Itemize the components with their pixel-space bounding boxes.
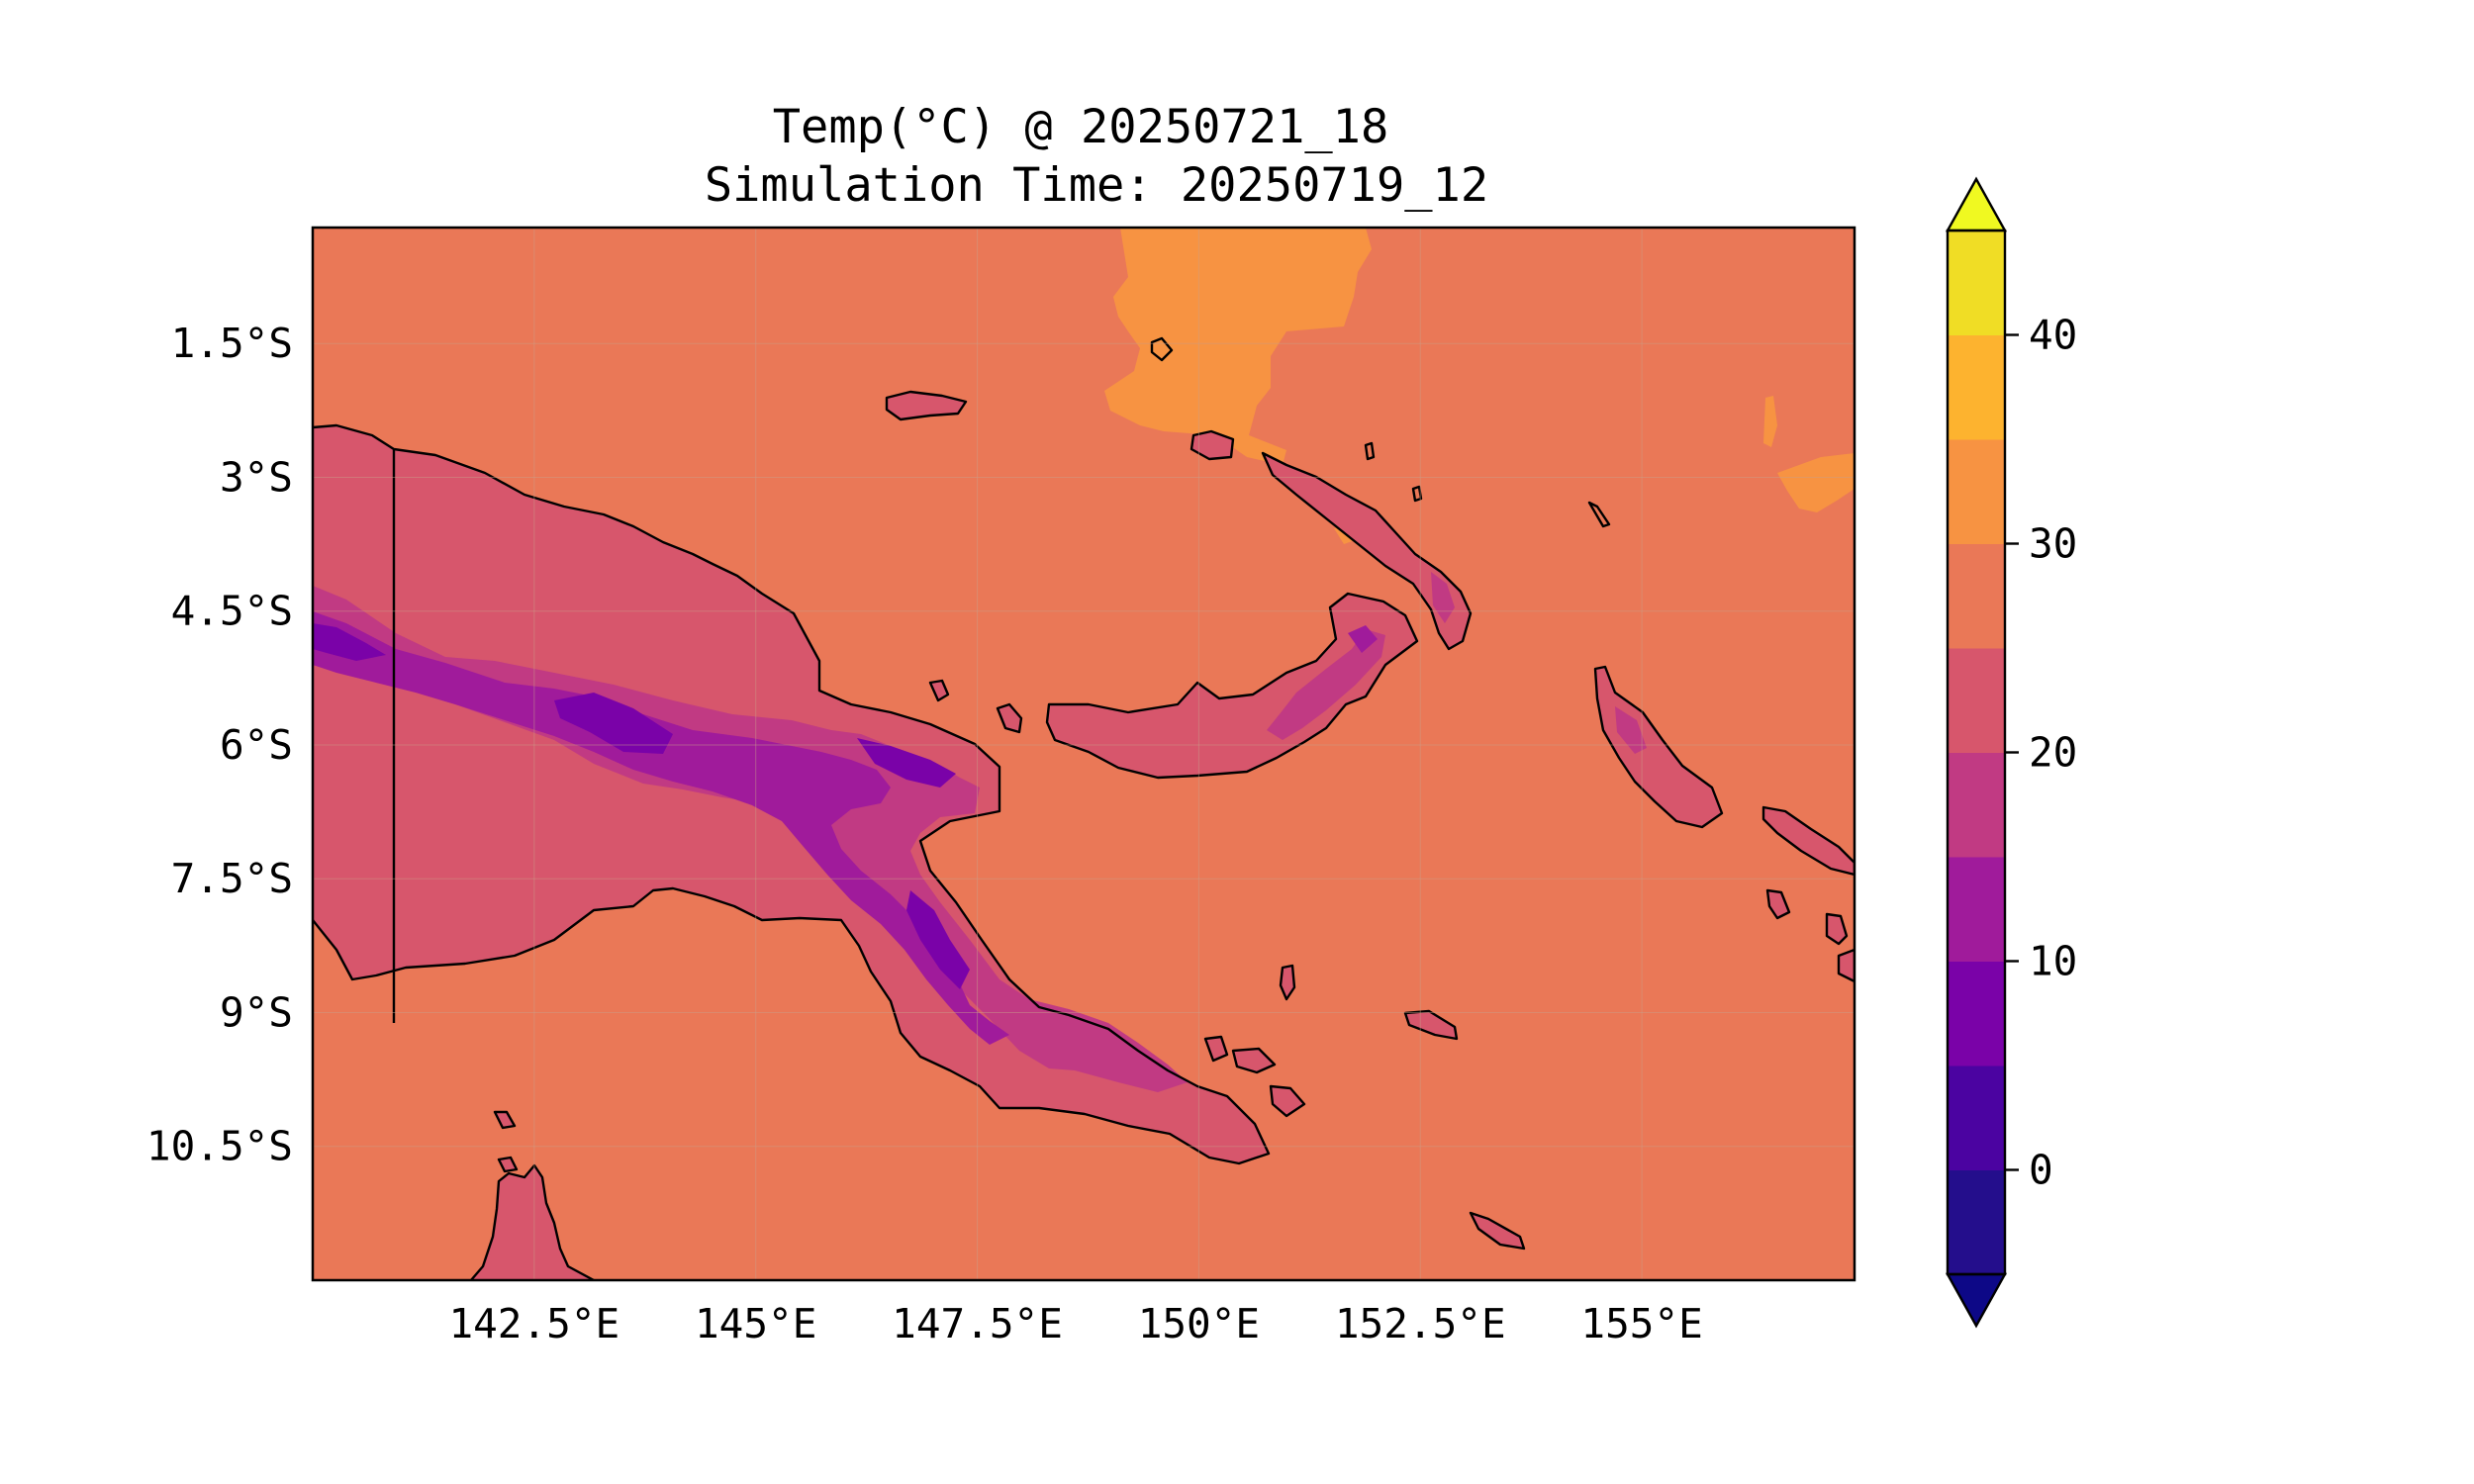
new-ireland-core — [1431, 572, 1455, 623]
dentrecasteaux-islands — [1205, 1037, 1304, 1116]
highlands-5-10-east — [857, 738, 956, 788]
colorbar — [1945, 176, 2008, 1329]
highlands-5-10-ridge — [906, 890, 970, 989]
colorbar-over-extend — [1945, 176, 2008, 232]
coastline-new-britain — [1045, 592, 1419, 780]
coastline-karkar — [928, 679, 950, 702]
coastline-manus — [885, 390, 968, 421]
colorbar-bin — [1948, 752, 2005, 858]
warm-patch-east — [1777, 453, 1855, 512]
new-britain-interior — [1267, 629, 1385, 740]
highlands-5-10-west — [313, 623, 386, 661]
new-britain-core — [1348, 625, 1378, 653]
lon-tick-label: 142.5°E — [448, 1300, 619, 1347]
colorbar-bin — [1948, 231, 2005, 335]
lat-tick-label: 7.5°S — [171, 855, 293, 902]
coastline-cape-york — [470, 1163, 595, 1280]
colorbar-bin — [1948, 857, 2005, 962]
manus-island — [887, 392, 966, 419]
rossel-island — [1471, 1213, 1524, 1249]
woodlark-island — [1405, 1011, 1457, 1039]
lon-tick-label: 155°E — [1580, 1300, 1702, 1347]
coastline-mainland-north — [313, 423, 1271, 1165]
new-britain-island — [1047, 594, 1417, 778]
lat-tick-label: 9°S — [220, 988, 293, 1036]
coastline-mussau — [1189, 429, 1235, 461]
coastline-solomon-east — [1765, 888, 1855, 983]
colorbar-tick-label: 30 — [2029, 520, 2077, 568]
colorbar-bin — [1948, 1066, 2005, 1170]
longitude-tick-labels: 142.5°E 145°E 147.5°E 150°E 152.5°E 155°E — [448, 1300, 1702, 1347]
new-ireland-island — [1263, 453, 1471, 649]
lat-tick-label: 10.5°S — [146, 1123, 293, 1170]
warm-patch-east-small — [1763, 396, 1777, 447]
colorbar-tick-label: 0 — [2029, 1147, 2053, 1194]
coastline-new-ireland — [1261, 451, 1473, 651]
highlands-5-10-central — [554, 693, 673, 754]
colorbar-tick-label: 20 — [2029, 729, 2077, 777]
map-title-line2: Simulation Time: 20250719_12 — [705, 158, 1488, 213]
colorbar-bin — [1948, 648, 2005, 753]
lon-tick-label: 150°E — [1138, 1300, 1260, 1347]
lat-tick-label: 4.5°S — [171, 588, 293, 635]
coastline-rossel — [1469, 1211, 1526, 1251]
lon-tick-label: 147.5°E — [892, 1300, 1063, 1347]
colorbar-bin — [1948, 439, 2005, 544]
colorbar-under-extend — [1945, 1272, 2008, 1329]
lon-tick-label: 152.5°E — [1335, 1300, 1506, 1347]
colorbar-tick-label: 40 — [2029, 312, 2077, 359]
map-frame — [311, 226, 1856, 1282]
cape-york-peninsula — [471, 1165, 594, 1280]
colorbar-tick-label: 10 — [2029, 938, 2077, 985]
warm-patch-north — [1104, 228, 1372, 465]
coastline-dentrecasteaux — [1203, 1035, 1306, 1118]
mussau-island — [1191, 431, 1233, 459]
coastline-torres-strait — [493, 1110, 519, 1173]
coastline-umboi — [996, 702, 1023, 734]
bougainville-island — [1595, 667, 1722, 827]
solomon-island-east-c — [1839, 950, 1855, 981]
map-panel — [313, 228, 1855, 1280]
colorbar-bin — [1948, 961, 2005, 1067]
colorbar-tick-labels: 0 10 20 30 40 — [2005, 312, 2077, 1194]
lat-tick-label: 3°S — [220, 453, 293, 501]
map-title-line1: Temp(°C) @ 20250721_18 — [773, 100, 1389, 154]
colorbar-bin — [1948, 1169, 2005, 1275]
colorbar-bin — [1948, 334, 2005, 440]
latitude-tick-labels: 1.5°S 3°S 4.5°S 6°S 7.5°S 9°S 10.5°S — [146, 320, 293, 1170]
coastline-woodlark — [1403, 1009, 1459, 1041]
coastline-choiseul — [1761, 805, 1855, 877]
bougainville-core — [1615, 706, 1647, 754]
gridlines — [313, 228, 1855, 1280]
lat-tick-label: 1.5°S — [171, 320, 293, 367]
colorbar-bin — [1948, 543, 2005, 649]
coastline-islet-north — [1150, 336, 1611, 528]
coastlines — [313, 336, 1855, 1280]
choiseul-island — [1763, 807, 1855, 875]
coastline-bougainville — [1593, 665, 1724, 829]
lat-tick-label: 6°S — [220, 721, 293, 769]
coastline-trobriand — [1279, 964, 1296, 1001]
lon-tick-label: 145°E — [695, 1300, 816, 1347]
